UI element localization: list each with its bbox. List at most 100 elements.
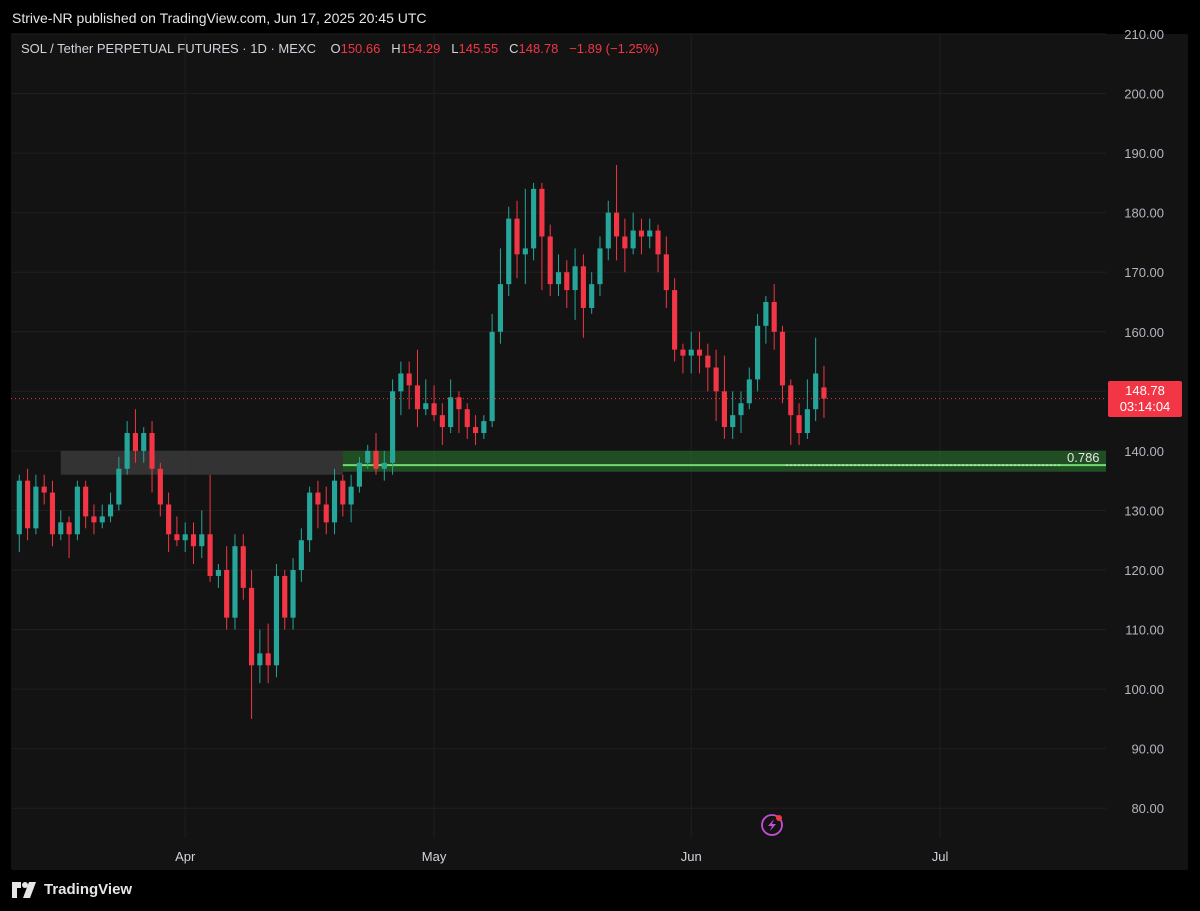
y-tick-label: 170.00 [1124, 265, 1164, 280]
candle-body [224, 570, 230, 618]
legend-open-label: O [330, 41, 341, 56]
candle-body [448, 397, 454, 428]
candle-body [381, 462, 387, 469]
candle-body [315, 492, 321, 505]
legend-close-label: C [509, 41, 519, 56]
fib-zone [342, 450, 1106, 472]
candle [414, 349, 421, 428]
candle-body [74, 486, 80, 535]
candle [315, 480, 321, 529]
bar-countdown: 03:14:04 [1119, 399, 1171, 414]
candle [166, 492, 172, 553]
candle-body [522, 248, 528, 255]
candle [356, 456, 362, 493]
candle-body [257, 653, 263, 666]
candle-body [738, 403, 744, 416]
current-price-value: 148.78 [1125, 383, 1165, 398]
candle [224, 546, 230, 630]
y-tick-label: 210.00 [1124, 27, 1164, 42]
x-tick-label: Apr [175, 849, 196, 864]
candle-body [580, 266, 586, 308]
y-tick-label: 120.00 [1124, 563, 1164, 578]
candle-body [672, 290, 678, 350]
candle [788, 379, 794, 445]
brand-name: TradingView [44, 881, 133, 898]
candle-body [696, 349, 703, 356]
legend-symbol: SOL / Tether PERPETUAL FUTURES · 1D · ME… [21, 41, 316, 56]
y-tick-label: 180.00 [1124, 206, 1164, 221]
candle-body [398, 373, 404, 392]
candle [41, 474, 47, 505]
candle [705, 343, 711, 392]
candle-body [804, 409, 810, 434]
candle-body [49, 492, 56, 535]
candle-body [572, 266, 578, 291]
candle [182, 522, 188, 553]
candle-body [431, 403, 437, 416]
candle-body [240, 546, 246, 588]
candle-body [331, 480, 338, 523]
candle-body [406, 373, 412, 386]
candle-body [680, 349, 686, 356]
y-tick-label: 100.00 [1124, 682, 1164, 697]
candle-body [705, 355, 711, 368]
legend-low-label: L [451, 41, 459, 56]
candle [464, 403, 470, 439]
candle [240, 534, 246, 600]
candle-body [771, 302, 777, 332]
candle [721, 355, 727, 439]
candle-body [307, 492, 313, 541]
candle [66, 516, 72, 559]
candle [506, 206, 512, 297]
candle [580, 254, 586, 338]
x-tick-label: Jun [681, 849, 702, 864]
candle [680, 343, 686, 374]
candle-body [132, 433, 139, 451]
tradingview-logo-icon [12, 881, 36, 898]
current-price-badge[interactable]: 148.78 03:14:04 [1108, 381, 1182, 417]
candle [190, 522, 197, 565]
candle [713, 349, 719, 422]
candle-body [373, 450, 379, 469]
candle [439, 403, 445, 445]
candle [290, 558, 296, 630]
candle-body [423, 403, 429, 410]
candle [547, 224, 553, 297]
candle [514, 200, 520, 279]
candle-body [539, 188, 545, 237]
candle-body [116, 468, 122, 505]
candle [149, 421, 155, 493]
candle-body [655, 230, 661, 255]
candle [605, 200, 611, 261]
candle [58, 510, 64, 541]
candle-body [788, 385, 794, 416]
candle [555, 254, 562, 297]
candle-body [464, 409, 470, 428]
candle-body [298, 540, 304, 570]
candle-body [763, 302, 769, 326]
published-line: Strive-NR published on TradingView.com, … [12, 10, 427, 26]
candle [597, 236, 603, 297]
candle-body [58, 522, 64, 535]
candle-body [348, 486, 354, 505]
candle-body [149, 433, 155, 469]
candle [481, 415, 487, 439]
candle-body [730, 415, 736, 428]
candle-body [630, 230, 636, 249]
tradingview-brand[interactable]: TradingView [12, 881, 132, 898]
candle [232, 534, 238, 630]
candle [696, 331, 703, 374]
candle [340, 474, 346, 517]
candle [564, 260, 570, 308]
candle-body [166, 504, 172, 535]
candle-body [282, 575, 288, 618]
candle-body [414, 385, 421, 410]
candle [107, 492, 114, 523]
candle-body [91, 516, 97, 523]
candle [522, 188, 528, 285]
candle [779, 325, 786, 404]
candle-body [779, 331, 786, 386]
candle-body [456, 397, 462, 410]
candle [804, 379, 810, 439]
